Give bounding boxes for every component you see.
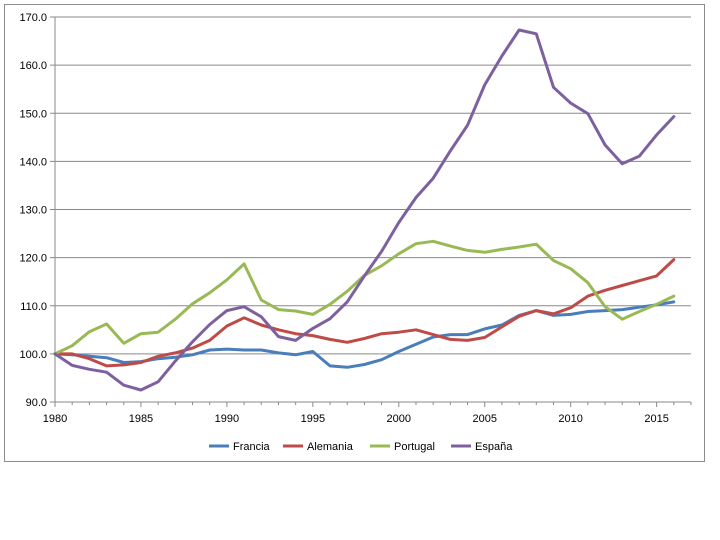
line-chart: 90.0 100.0 110.0 120.0 130.0 140.0 150.0 160.0 1… [19,12,692,453]
x-tick-label: 1995 [301,413,325,425]
y-tick-label: 120.0 [19,253,47,265]
series-line-espana [53,28,676,392]
legend-label: Alemania [307,441,354,453]
legend: Francia Alemania Portugal España [209,441,513,453]
y-tick-label: 90.0 [26,397,47,409]
y-tick-label: 160.0 [19,60,47,72]
series-line-alemania [53,258,676,368]
legend-label: Francia [233,441,271,453]
x-tick-label: 2010 [558,413,582,425]
x-tick-label: 1990 [215,413,239,425]
x-tick-label: 1980 [43,413,67,425]
gridlines [55,16,691,403]
x-tick-label: 2000 [387,413,411,425]
x-tick-label: 2015 [644,413,668,425]
legend-label: España [475,441,513,453]
series-lines [53,28,676,392]
x-tick-label: 1985 [129,413,153,425]
x-tick-label: 2005 [472,413,496,425]
y-tick-label: 140.0 [19,156,47,168]
legend-label: Portugal [394,441,435,453]
y-tick-label: 110.0 [20,301,47,313]
y-tick-label: 150.0 [19,108,47,120]
y-tick-label: 130.0 [19,205,47,217]
series-line-francia [53,300,676,369]
y-tick-label: 100.0 [19,349,47,361]
y-tick-label: 170.0 [19,12,47,24]
axes: 90.0 100.0 110.0 120.0 130.0 140.0 150.0 160.0 1… [19,12,692,425]
chart-frame: 90.0 100.0 110.0 120.0 130.0 140.0 150.0 160.0 1… [4,4,705,462]
